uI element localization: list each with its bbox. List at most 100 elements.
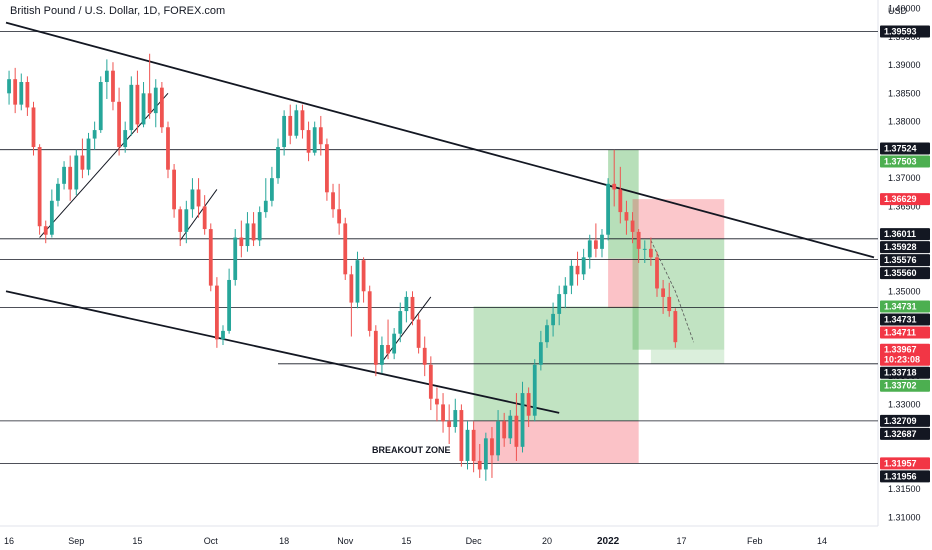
candle-body [49, 200, 54, 235]
candle-body [612, 183, 617, 190]
price-tag-label: 1.34731 [884, 314, 917, 324]
lower-channel-trendline [5, 290, 560, 414]
time-tick-label: 20 [542, 536, 552, 546]
price-tag-label: 1.37503 [884, 157, 917, 167]
candle-body [465, 429, 470, 461]
price-tick-label: 1.38000 [888, 117, 921, 127]
candle-body [37, 147, 42, 227]
candle-body [667, 296, 672, 312]
candle-body [196, 189, 201, 207]
candle-body [459, 410, 464, 461]
price-tag [880, 228, 930, 241]
candle-body [92, 130, 97, 139]
price-tick-label: 1.40000 [888, 3, 921, 13]
candle-body [19, 82, 24, 105]
candle-body [7, 79, 11, 94]
candle-body [288, 115, 293, 136]
candle-body [380, 345, 384, 365]
price-tag [880, 379, 930, 392]
candle-body [343, 223, 348, 275]
candle-body [257, 212, 262, 241]
candle-body [648, 248, 653, 258]
price-tag-label: 1.34731 [884, 301, 917, 311]
candle-body [117, 101, 121, 148]
candle-body [227, 279, 232, 331]
candle-body [129, 84, 134, 131]
price-tag-label: 1.33702 [884, 381, 917, 391]
price-tag-label: 1.35928 [884, 242, 917, 252]
candle-body [318, 127, 323, 145]
candle-body [312, 127, 317, 153]
price-tick-label: 1.37000 [888, 173, 921, 183]
candle-body [514, 415, 519, 447]
price-tag-countdown: 10:23:08 [884, 355, 920, 365]
candle-body [184, 209, 189, 232]
price-tick-label: 1.38500 [888, 88, 921, 98]
candle-body [300, 110, 305, 131]
candle-body [111, 70, 115, 102]
price-tick-label: 1.31000 [888, 513, 921, 523]
price-tag [880, 267, 930, 280]
currency-label: USD [888, 6, 908, 16]
candle-body [630, 220, 635, 232]
projection-path [650, 240, 695, 343]
candle-body [661, 288, 666, 297]
breakout-zone-label: BREAKOUT ZONE [372, 445, 451, 455]
price-tag-label: 1.32709 [884, 416, 917, 426]
candle-body [270, 178, 274, 201]
short-position-stop-zone [632, 199, 725, 239]
price-tag-label: 1.36629 [884, 194, 917, 204]
price-tag-label: 1.36011 [884, 229, 916, 239]
price-tag-label: 1.37524 [884, 144, 917, 154]
price-tag [880, 366, 930, 379]
candle-body [147, 93, 152, 114]
price-tag-label: 1.33718 [884, 368, 917, 378]
candle-body [13, 79, 18, 105]
candle-body [386, 345, 390, 354]
candle-body [453, 410, 458, 428]
price-tag [880, 254, 930, 267]
candle-body [172, 169, 176, 210]
candle-body [593, 240, 598, 249]
candle-body [587, 240, 592, 258]
chart-title: British Pound / U.S. Dollar, 1D, FOREX.c… [10, 5, 225, 17]
candle-body [208, 229, 213, 286]
time-tick-label: 16 [4, 536, 14, 546]
candles [7, 53, 678, 481]
price-tag-label: 1.35560 [884, 268, 917, 278]
candle-body [532, 364, 537, 416]
rising-trendline-1 [39, 92, 169, 238]
rising-trendline-3 [381, 296, 432, 363]
candle-body [325, 144, 329, 193]
candle-body [490, 438, 494, 456]
candle-body [178, 209, 183, 232]
long-position-2-target-zone [608, 149, 639, 259]
candle-body [422, 347, 427, 365]
price-tag [880, 470, 930, 483]
candle-body [104, 70, 109, 83]
candle-body [563, 285, 568, 295]
candle-body [74, 155, 79, 190]
candle-body [166, 127, 170, 170]
candle-body [251, 223, 256, 241]
time-tick-label: 15 [132, 536, 142, 546]
candle-body [428, 364, 433, 399]
upper-channel-trendline [5, 21, 875, 259]
candle-body [43, 226, 48, 235]
candle-body [575, 265, 580, 275]
price-tag [880, 427, 930, 440]
short-position-target-zone [632, 238, 725, 350]
candle-body [31, 107, 36, 148]
price-tick-label: 1.39000 [888, 60, 921, 70]
price-tag-label: 1.35576 [884, 255, 917, 265]
price-tag-label: 1.31957 [884, 458, 917, 468]
candle-body [526, 393, 531, 416]
candle-body [221, 330, 225, 340]
price-tag [880, 300, 930, 313]
time-tick-label: 2022 [597, 536, 620, 547]
price-tick-label: 1.35000 [888, 286, 921, 296]
candle-body [239, 237, 244, 247]
